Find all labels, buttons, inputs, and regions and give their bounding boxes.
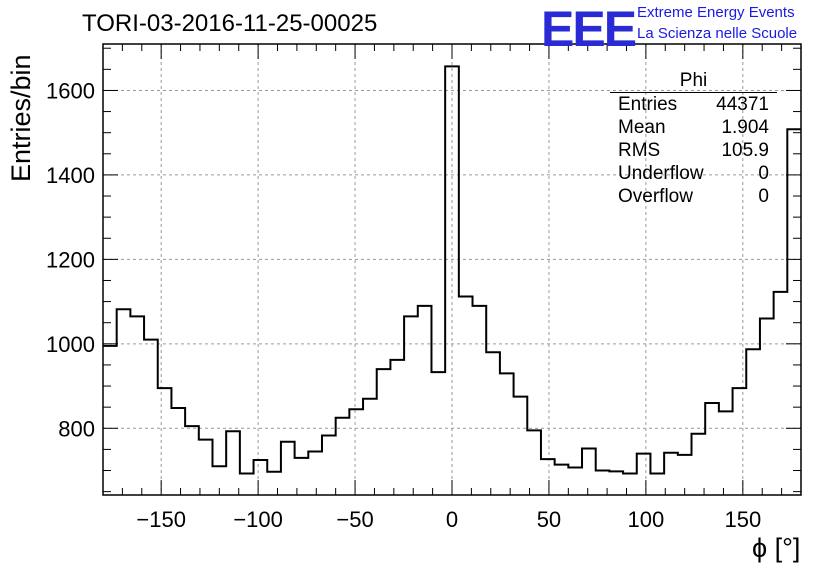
histogram-bin — [514, 397, 528, 495]
y-axis-label: Entries/bin — [6, 54, 36, 182]
stats-label: Mean — [618, 117, 666, 138]
histogram-bin — [733, 388, 747, 495]
histogram-line — [103, 65, 801, 475]
histogram-bin — [650, 473, 664, 495]
histogram-bin — [486, 352, 500, 495]
histogram-bin — [267, 472, 281, 495]
stats-label: Underflow — [618, 163, 704, 184]
stats-value: 0 — [758, 163, 769, 184]
histogram-bin — [377, 369, 391, 495]
histogram-bin — [158, 388, 172, 495]
histogram-bin — [295, 458, 309, 495]
histogram-bin — [609, 471, 623, 495]
histogram-series — [103, 65, 801, 495]
histogram-bin — [199, 440, 213, 495]
x-tick-label: −50 — [336, 507, 373, 532]
histogram-bin — [692, 434, 706, 495]
histogram-bin — [637, 454, 651, 495]
stats-row-underflow: Underflow 0 — [610, 162, 777, 185]
x-tick-label: 50 — [537, 507, 561, 532]
y-tick-label: 800 — [58, 416, 95, 441]
x-tick-label: 100 — [628, 507, 665, 532]
stats-label: RMS — [618, 140, 661, 161]
stats-label: Entries — [618, 94, 678, 115]
x-tick-label: 0 — [446, 507, 458, 532]
x-axis-label: ϕ [°] — [752, 533, 801, 563]
histogram-bin — [445, 66, 459, 495]
y-tick-label: 1200 — [46, 247, 95, 272]
x-tick-label: 150 — [724, 507, 761, 532]
histogram-bin — [103, 346, 117, 495]
stats-value: 1.904 — [721, 117, 769, 138]
histogram-bin — [212, 466, 226, 495]
histogram-bin — [144, 340, 158, 495]
histogram-bin — [322, 435, 336, 495]
logo-subtitle-2: La Scienza nelle Scuole — [637, 25, 798, 42]
histogram-bin — [363, 399, 377, 495]
logo-subtitle-1: Extreme Energy Events — [637, 4, 795, 21]
histogram-bin — [596, 471, 610, 495]
y-tick-label: 1600 — [46, 78, 95, 103]
stats-title: Phi — [610, 70, 777, 93]
histogram-bin — [240, 473, 254, 495]
histogram-bin — [459, 297, 473, 495]
y-tick-label: 1000 — [46, 332, 95, 357]
stats-value: 44371 — [716, 94, 769, 115]
histogram-bin — [705, 403, 719, 495]
histogram-bin — [719, 411, 733, 495]
stats-label: Overflow — [618, 186, 693, 207]
stats-row-rms: RMS 105.9 — [610, 139, 777, 162]
histogram-bin — [117, 309, 131, 495]
grid-lines — [103, 44, 801, 495]
histogram-bin — [254, 460, 268, 495]
stats-box: Phi Entries 44371 Mean 1.904 RMS 105.9 U… — [610, 70, 777, 208]
histogram-bin — [582, 449, 596, 495]
histogram-bin — [226, 431, 240, 495]
histogram-bin — [281, 442, 295, 495]
histogram-bin — [473, 306, 487, 495]
histogram-bin — [404, 316, 418, 495]
histogram-bin — [349, 409, 363, 495]
histogram-bin — [623, 473, 637, 495]
x-tick-label: −100 — [233, 507, 283, 532]
histogram-bin — [308, 452, 322, 495]
axis-ticks — [102, 44, 802, 495]
histogram-bin — [527, 430, 541, 495]
chart-title: TORI-03-2016-11-25-00025 — [82, 10, 378, 37]
histogram-bin — [171, 408, 185, 495]
histogram-bin — [336, 418, 350, 495]
histogram-bin — [746, 349, 760, 495]
histogram-bin — [787, 129, 801, 495]
histogram-bin — [568, 468, 582, 495]
histogram-bin — [185, 426, 199, 495]
histogram-bin — [555, 465, 569, 495]
x-tick-label: −150 — [136, 507, 186, 532]
histogram-bin — [390, 360, 404, 495]
y-tick-label: 1400 — [46, 163, 95, 188]
stats-value: 105.9 — [721, 140, 769, 161]
stats-row-mean: Mean 1.904 — [610, 116, 777, 139]
histogram-bin — [500, 373, 514, 495]
plot-frame — [102, 43, 802, 496]
histogram-bin — [664, 453, 678, 495]
histogram-bin — [541, 459, 555, 495]
histogram-bin — [130, 316, 144, 495]
eee-logo: EEE — [541, 1, 637, 57]
histogram-bin — [678, 455, 692, 495]
histogram-bin — [760, 318, 774, 495]
stats-row-overflow: Overflow 0 — [610, 185, 777, 208]
histogram-bin — [418, 306, 432, 495]
y-tick-labels: 800 1000 1200 1400 1600 — [46, 78, 95, 441]
histogram-bin — [774, 292, 788, 495]
histogram-bin — [431, 372, 445, 495]
stats-value: 0 — [758, 186, 769, 207]
stats-row-entries: Entries 44371 — [610, 93, 777, 116]
x-tick-labels: −150 −100 −50 0 50 100 150 — [136, 507, 761, 532]
